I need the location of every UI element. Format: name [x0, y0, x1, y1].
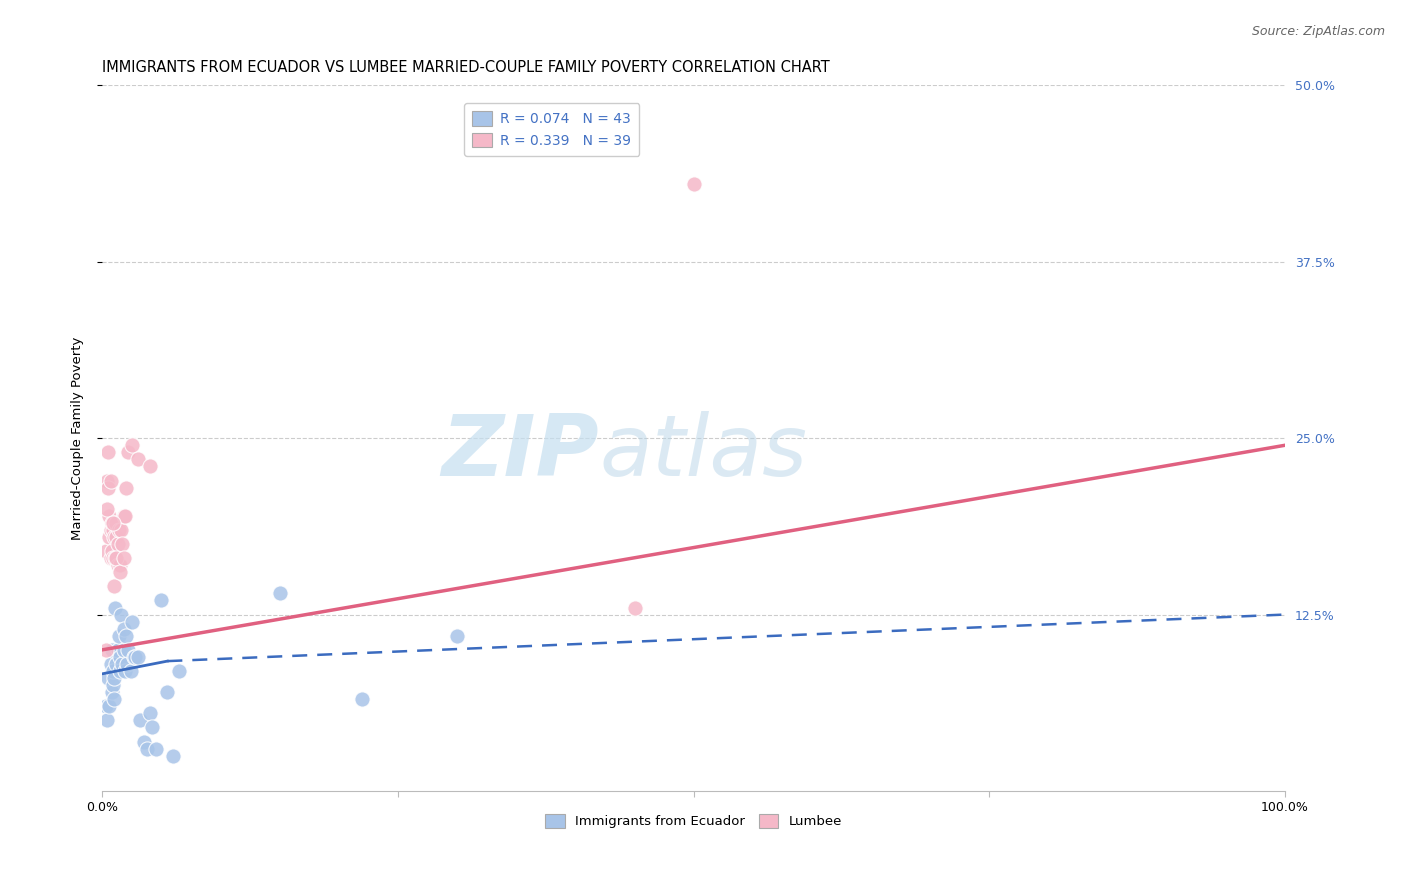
- Point: [110, 607, 132, 622]
- Point: [108, 629, 131, 643]
- Point: [156, 685, 179, 699]
- Point: [96, 474, 118, 488]
- Point: [167, 664, 190, 678]
- Point: [127, 452, 149, 467]
- Point: [127, 649, 149, 664]
- Point: [103, 530, 125, 544]
- Point: [112, 643, 135, 657]
- Point: [100, 551, 122, 566]
- Point: [104, 600, 127, 615]
- Point: [107, 558, 129, 573]
- Point: [98, 699, 121, 714]
- Point: [107, 537, 129, 551]
- Point: [108, 523, 131, 537]
- Legend: Immigrants from Ecuador, Lumbee: Immigrants from Ecuador, Lumbee: [540, 809, 848, 834]
- Text: IMMIGRANTS FROM ECUADOR VS LUMBEE MARRIED-COUPLE FAMILY POVERTY CORRELATION CHAR: IMMIGRANTS FROM ECUADOR VS LUMBEE MARRIE…: [103, 60, 830, 75]
- Point: [103, 692, 125, 706]
- Point: [108, 566, 131, 580]
- Point: [138, 706, 160, 721]
- Point: [162, 748, 184, 763]
- Point: [115, 657, 138, 671]
- Point: [112, 622, 135, 636]
- Point: [145, 741, 167, 756]
- Point: [115, 481, 138, 495]
- Point: [101, 664, 124, 678]
- Point: [352, 692, 374, 706]
- Point: [105, 516, 128, 530]
- Text: Source: ZipAtlas.com: Source: ZipAtlas.com: [1251, 25, 1385, 38]
- Point: [150, 593, 173, 607]
- Point: [94, 544, 117, 558]
- Point: [94, 699, 117, 714]
- Point: [101, 551, 124, 566]
- Point: [446, 629, 468, 643]
- Point: [132, 734, 155, 748]
- Point: [96, 714, 118, 728]
- Point: [107, 643, 129, 657]
- Point: [100, 516, 122, 530]
- Point: [141, 721, 163, 735]
- Point: [105, 657, 128, 671]
- Point: [94, 643, 117, 657]
- Point: [129, 714, 152, 728]
- Point: [111, 657, 134, 671]
- Point: [97, 671, 120, 685]
- Point: [682, 178, 704, 192]
- Point: [105, 530, 128, 544]
- Point: [117, 643, 139, 657]
- Point: [122, 649, 145, 664]
- Point: [121, 438, 143, 452]
- Point: [104, 551, 127, 566]
- Point: [114, 664, 136, 678]
- Point: [108, 649, 131, 664]
- Point: [98, 508, 121, 523]
- Text: atlas: atlas: [599, 411, 807, 494]
- Point: [117, 445, 139, 459]
- Point: [103, 579, 125, 593]
- Point: [100, 474, 122, 488]
- Point: [98, 530, 121, 544]
- Point: [97, 481, 120, 495]
- Point: [112, 508, 135, 523]
- Point: [96, 501, 118, 516]
- Point: [121, 615, 143, 629]
- Point: [100, 544, 122, 558]
- Text: ZIP: ZIP: [441, 411, 599, 494]
- Point: [101, 523, 124, 537]
- Point: [103, 671, 125, 685]
- Y-axis label: Married-Couple Family Poverty: Married-Couple Family Poverty: [72, 336, 84, 540]
- Point: [100, 643, 122, 657]
- Point: [101, 516, 124, 530]
- Point: [97, 445, 120, 459]
- Point: [100, 685, 122, 699]
- Point: [108, 558, 131, 573]
- Point: [100, 657, 122, 671]
- Point: [108, 664, 131, 678]
- Point: [114, 508, 136, 523]
- Point: [110, 523, 132, 537]
- Point: [138, 459, 160, 474]
- Point: [136, 741, 159, 756]
- Point: [101, 678, 124, 692]
- Point: [623, 600, 645, 615]
- Point: [124, 649, 146, 664]
- Point: [120, 664, 142, 678]
- Point: [115, 629, 138, 643]
- Point: [105, 551, 128, 566]
- Point: [269, 586, 291, 600]
- Point: [111, 537, 134, 551]
- Point: [112, 551, 135, 566]
- Point: [100, 523, 122, 537]
